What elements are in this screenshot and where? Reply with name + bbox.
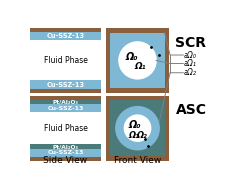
Bar [30,144,101,149]
Text: Ω₁: Ω₁ [128,131,138,140]
Text: Cu-SSZ-13: Cu-SSZ-13 [47,150,83,155]
Bar [105,96,169,160]
Text: Pt/Al₂O₃: Pt/Al₂O₃ [52,99,78,105]
Text: Cu-SSZ-13: Cu-SSZ-13 [46,82,84,88]
Text: Cu-SSZ-13: Cu-SSZ-13 [47,106,83,111]
Text: Ω₂: Ω₂ [136,131,147,140]
Text: ∂Ω₁: ∂Ω₁ [183,59,196,68]
Bar [110,33,164,88]
Circle shape [124,115,150,141]
Text: Cu-SSZ-13: Cu-SSZ-13 [46,33,84,39]
Text: Pt/Al₂O₃: Pt/Al₂O₃ [52,144,78,149]
Text: Fluid Phase: Fluid Phase [43,124,87,133]
Bar [30,96,101,100]
Bar [30,28,101,32]
Bar [110,100,164,156]
Text: Ω₀: Ω₀ [128,120,140,130]
Text: Front View: Front View [113,156,160,165]
Bar [30,89,101,93]
Circle shape [115,107,159,150]
Bar [30,28,101,93]
Bar [30,104,101,112]
Bar [30,100,101,104]
Circle shape [118,42,155,79]
Text: SCR: SCR [175,36,206,50]
Bar [30,157,101,160]
Text: Ω₀: Ω₀ [125,52,138,62]
Bar [30,96,101,160]
Text: ∂Ω₀: ∂Ω₀ [183,50,196,60]
Bar [30,32,101,40]
Text: ∂Ω₂: ∂Ω₂ [183,68,196,77]
Text: Fluid Phase: Fluid Phase [43,56,87,65]
Text: ASC: ASC [175,103,206,117]
Bar [105,28,169,93]
Text: Ω₁: Ω₁ [134,62,146,71]
Bar [30,149,101,157]
Bar [30,81,101,89]
Text: Side View: Side View [43,156,87,165]
